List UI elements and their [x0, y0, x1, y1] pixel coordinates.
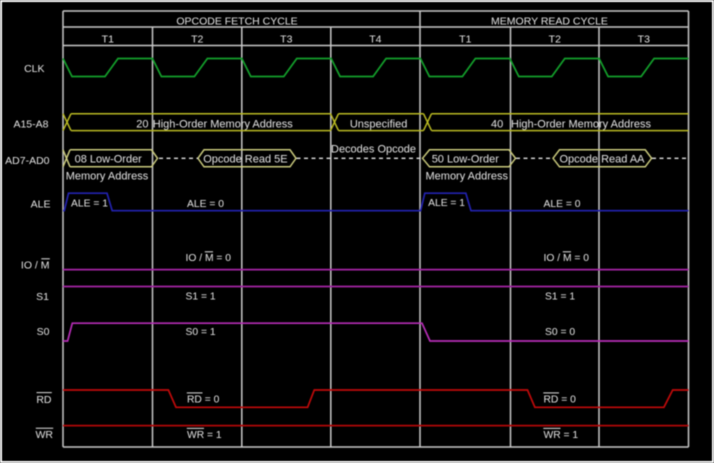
svg-text:WR: WR: [36, 429, 54, 441]
svg-text:T4: T4: [369, 34, 381, 46]
svg-text:CLK: CLK: [24, 63, 44, 75]
svg-text:S0 = 1: S0 = 1: [186, 327, 216, 338]
svg-text:T3: T3: [638, 34, 650, 46]
svg-text:Memory Address: Memory Address: [426, 171, 509, 183]
svg-text:A15-A8: A15-A8: [13, 119, 48, 131]
svg-text:RD = 0: RD = 0: [544, 395, 577, 406]
svg-text:WR = 1: WR = 1: [187, 430, 222, 441]
svg-text:AD7-AD0: AD7-AD0: [5, 155, 50, 167]
svg-text:High-Order Memory Address: High-Order Memory Address: [153, 119, 293, 131]
svg-text:Opcode Read 5E: Opcode Read 5E: [203, 153, 287, 165]
svg-text:IO / M = 0: IO / M = 0: [186, 253, 232, 264]
svg-text:OPCODE FETCH CYCLE: OPCODE FETCH CYCLE: [176, 16, 297, 28]
svg-text:ALE = 1: ALE = 1: [71, 199, 108, 210]
svg-text:T2: T2: [549, 34, 561, 46]
svg-text:T1: T1: [459, 34, 471, 46]
svg-text:S1: S1: [36, 291, 49, 303]
svg-text:T3: T3: [280, 34, 292, 46]
svg-text:Memory Address: Memory Address: [66, 171, 149, 183]
svg-text:Unspecified: Unspecified: [350, 118, 407, 130]
svg-text:S1 = 1: S1 = 1: [545, 292, 575, 303]
svg-text:IO / M: IO / M: [21, 260, 50, 272]
svg-text:S0: S0: [37, 326, 50, 338]
svg-text:RD = 0: RD = 0: [187, 395, 220, 406]
svg-text:ALE = 0: ALE = 0: [187, 199, 224, 210]
svg-text:50 Low-Order: 50 Low-Order: [432, 153, 500, 165]
svg-text:IO / M = 0: IO / M = 0: [544, 253, 590, 264]
svg-text:S0 = 0: S0 = 0: [545, 327, 575, 338]
svg-text:MEMORY READ CYCLE: MEMORY READ CYCLE: [491, 16, 608, 28]
svg-text:High-Order Memory Address: High-Order Memory Address: [511, 119, 651, 131]
svg-text:S1 = 1: S1 = 1: [186, 292, 216, 303]
svg-text:ALE = 1: ALE = 1: [428, 198, 465, 209]
svg-text:Opcode Read AA: Opcode Read AA: [560, 153, 646, 165]
svg-text:ALE: ALE: [31, 199, 51, 211]
svg-text:T1: T1: [102, 34, 114, 46]
svg-text:08 Low-Order: 08 Low-Order: [75, 153, 143, 165]
svg-text:Decodes Opcode: Decodes Opcode: [331, 144, 416, 156]
svg-text:RD: RD: [36, 394, 52, 406]
svg-text:WR = 1: WR = 1: [544, 430, 579, 441]
svg-text:40: 40: [491, 118, 503, 130]
svg-text:T2: T2: [191, 34, 203, 46]
svg-text:ALE = 0: ALE = 0: [544, 199, 581, 210]
svg-text:20: 20: [136, 118, 148, 130]
